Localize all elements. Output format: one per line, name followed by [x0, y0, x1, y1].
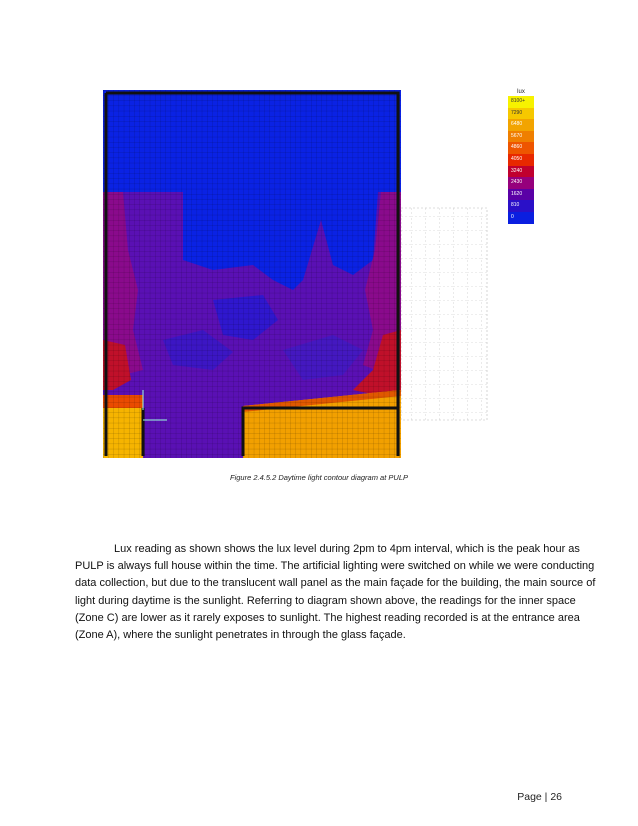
legend-swatch: 2430: [508, 177, 534, 189]
page-number: Page | 26: [517, 791, 562, 803]
paragraph-line: light during daytime is the sunlight. Re…: [75, 594, 576, 607]
legend-swatch: 0: [508, 211, 534, 224]
axis-marker: [142, 390, 167, 421]
legend-swatch: 3240: [508, 165, 534, 178]
legend-swatch: 4050: [508, 153, 534, 166]
legend-swatch: 810: [508, 200, 534, 212]
paragraph-line: Lux reading as shown shows the lux level…: [114, 543, 580, 555]
paragraph-line: data collection, but due to the transluc…: [75, 577, 596, 590]
body-paragraph: Lux reading as shown shows the lux level…: [75, 541, 596, 644]
legend-items: 8100+ 7290 6480 5670 4860 4050 3240 2430 1620 810…: [508, 96, 534, 224]
legend-swatch: 8100+: [508, 96, 534, 108]
legend-swatch: 7290: [508, 107, 534, 120]
wall-outline: [104, 91, 400, 456]
figure-caption: Figure 2.4.5.2 Daytime light contour dia…: [229, 473, 408, 482]
contour-plot-svg: [103, 90, 488, 458]
legend-swatch: 5670: [508, 130, 534, 143]
lux-legend: lux 8100+ 7290 6480 5670 4860 4050 3240 2430 162…: [508, 88, 534, 224]
paragraph-line: (Zone C) are lower as it rarely exposes …: [75, 611, 580, 624]
light-contour-diagram: [103, 90, 488, 458]
exterior-grid: [401, 208, 487, 420]
paragraph-line: (Zone A), where the sunlight penetrates …: [75, 629, 406, 642]
legend-title: lux: [517, 89, 525, 95]
legend-swatch: 4860: [508, 142, 534, 154]
paragraph-line: PULP is always full house within the tim…: [75, 560, 595, 573]
legend-swatch: 1620: [508, 188, 534, 201]
legend-swatch: 6480: [508, 119, 534, 131]
